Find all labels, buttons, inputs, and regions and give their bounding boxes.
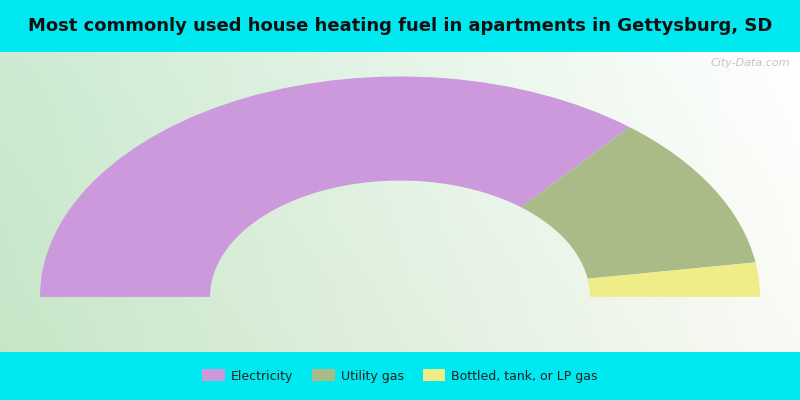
Text: Most commonly used house heating fuel in apartments in Gettysburg, SD: Most commonly used house heating fuel in…: [28, 17, 772, 35]
Wedge shape: [588, 262, 760, 297]
Text: City-Data.com: City-Data.com: [710, 58, 790, 68]
Wedge shape: [521, 127, 755, 279]
Legend: Electricity, Utility gas, Bottled, tank, or LP gas: Electricity, Utility gas, Bottled, tank,…: [197, 364, 603, 388]
Wedge shape: [40, 76, 630, 297]
